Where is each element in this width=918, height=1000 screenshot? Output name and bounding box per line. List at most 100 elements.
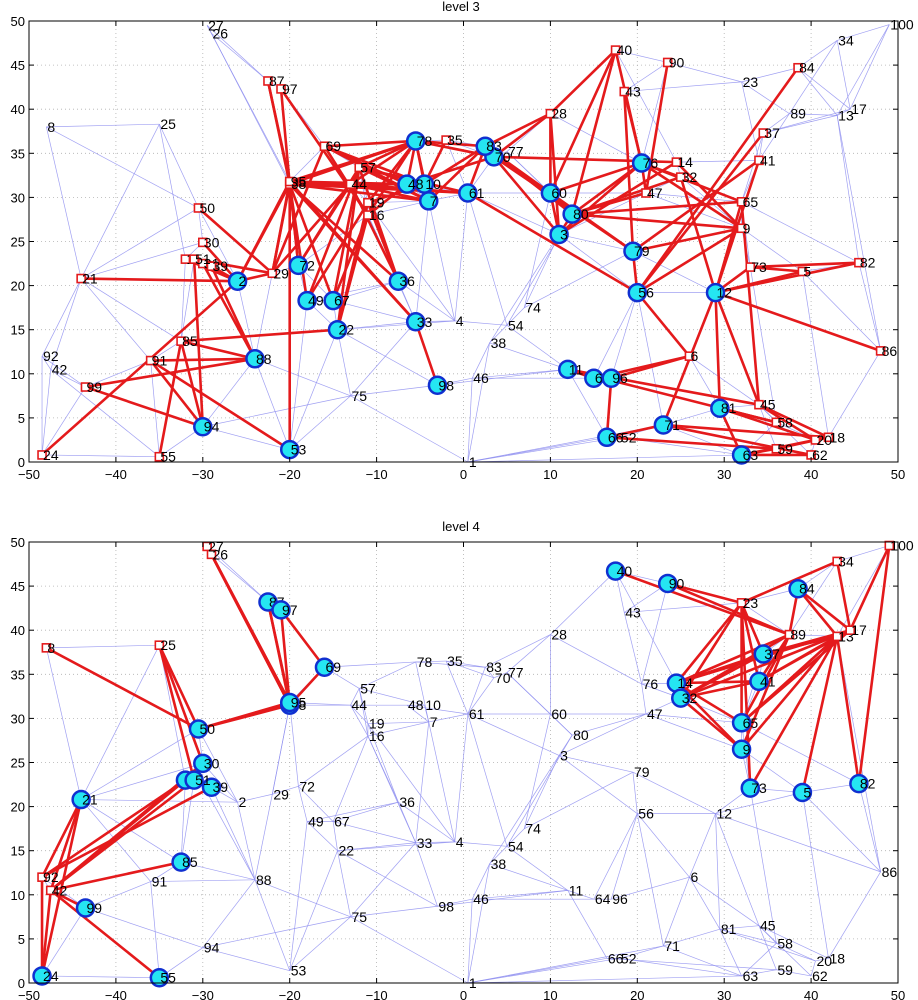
- x-tick-label: 0: [460, 988, 467, 1000]
- level-edge: [271, 180, 292, 275]
- base-edge: [254, 794, 273, 880]
- node-label-100: 100: [890, 17, 914, 33]
- cluster-node-63: [731, 445, 752, 465]
- node-label-86: 86: [882, 864, 898, 880]
- base-edge: [159, 645, 186, 781]
- cluster-node-37: [753, 644, 774, 664]
- base-edge: [802, 792, 881, 873]
- base-edge: [467, 957, 620, 984]
- node-label-59: 59: [777, 962, 793, 978]
- cluster-node-67: [323, 290, 343, 311]
- cluster-node-60: [540, 183, 561, 203]
- base-edge: [624, 62, 668, 92]
- node-label-71: 71: [664, 417, 680, 433]
- base-edge: [758, 925, 829, 959]
- node-label-27: 27: [208, 538, 224, 554]
- base-edge: [858, 783, 881, 872]
- base-edge: [632, 772, 638, 814]
- node-label-77: 77: [508, 665, 524, 681]
- base-edge: [619, 945, 664, 959]
- cluster-node-80: [562, 204, 582, 224]
- cluster-node-95: [279, 692, 300, 713]
- node-label-92: 92: [43, 869, 59, 885]
- y-tick-label: 5: [18, 932, 25, 947]
- x-tick-label: −50: [18, 467, 40, 482]
- cluster-node-66: [597, 427, 617, 448]
- base-edge: [506, 828, 525, 847]
- y-tick-label: 25: [11, 235, 25, 250]
- base-edge: [211, 33, 269, 82]
- level-edge: [492, 155, 561, 236]
- level-edge: [192, 257, 205, 429]
- panel-title-level-4: level 4: [442, 519, 480, 534]
- base-edge: [428, 200, 456, 321]
- level-edge: [40, 785, 213, 879]
- x-tick-label: 40: [804, 467, 818, 482]
- node-label-37: 37: [764, 125, 780, 141]
- cluster-node-84: [788, 578, 808, 599]
- node-label-66: 66: [608, 429, 624, 445]
- base-edge: [358, 688, 369, 737]
- level-edge: [423, 144, 487, 186]
- base-edge: [506, 307, 525, 326]
- node-label-67: 67: [334, 293, 350, 309]
- y-tick-label: 20: [11, 800, 25, 815]
- node-label-97: 97: [282, 602, 298, 618]
- level-edges-level-4: [40, 544, 891, 980]
- level-edge: [848, 544, 891, 632]
- node-label-65: 65: [743, 194, 759, 210]
- y-tick-label: 10: [11, 888, 25, 903]
- base-edge: [206, 25, 291, 182]
- level-edge: [236, 180, 292, 283]
- level-edge: [640, 161, 743, 230]
- base-edge: [467, 945, 664, 984]
- node-label-38: 38: [491, 335, 507, 351]
- level-edge: [748, 635, 839, 790]
- base-edge: [558, 192, 647, 235]
- cluster-node-73: [740, 778, 761, 798]
- node-label-19: 19: [369, 195, 385, 211]
- base-edge: [849, 24, 890, 110]
- member-node-8: [41, 643, 52, 653]
- member-node-97: [276, 84, 286, 94]
- node-label-86: 86: [882, 343, 898, 359]
- base-edge: [359, 661, 416, 689]
- base-edge: [715, 813, 881, 873]
- base-edge: [254, 879, 291, 971]
- level-edge: [740, 200, 761, 406]
- node-label-52: 52: [621, 950, 637, 966]
- base-edge: [611, 876, 690, 900]
- base-edge: [689, 355, 721, 409]
- base-edge: [758, 113, 790, 161]
- member-node-82: [854, 257, 864, 268]
- ticks-level-4: −50 −40 −30 −20 −10 0 10 20 30 40 5005101520253035…: [11, 535, 906, 1000]
- node-label-82: 82: [860, 776, 876, 792]
- base-edge: [467, 975, 742, 984]
- base-edge: [415, 200, 430, 322]
- base-edge: [445, 660, 469, 715]
- base-edge: [85, 360, 151, 388]
- member-node-42: [45, 885, 56, 896]
- node-label-58: 58: [777, 414, 793, 430]
- base-edge: [180, 259, 186, 342]
- base-edge: [472, 890, 568, 900]
- level-edge: [675, 652, 765, 685]
- node-label-75: 75: [352, 909, 368, 925]
- node-label-78: 78: [417, 654, 433, 670]
- y-tick-label: 10: [11, 367, 25, 382]
- level-edge: [662, 423, 830, 439]
- nodes-level-3: 1234567891011121314151617181920212223242…: [37, 17, 914, 470]
- level-edge: [271, 182, 352, 275]
- member-node-92: [37, 872, 47, 882]
- base-edge: [758, 404, 777, 449]
- node-label-82: 82: [860, 255, 876, 271]
- level-edge: [49, 889, 161, 980]
- node-label-64: 64: [595, 891, 611, 907]
- node-label-48: 48: [408, 697, 424, 713]
- cluster-node-79: [623, 241, 643, 261]
- cluster-node-56: [627, 282, 648, 303]
- base-edge: [337, 320, 455, 331]
- base-edge: [289, 300, 308, 450]
- node-label-16: 16: [369, 207, 385, 223]
- x-tick-label: −40: [105, 467, 127, 482]
